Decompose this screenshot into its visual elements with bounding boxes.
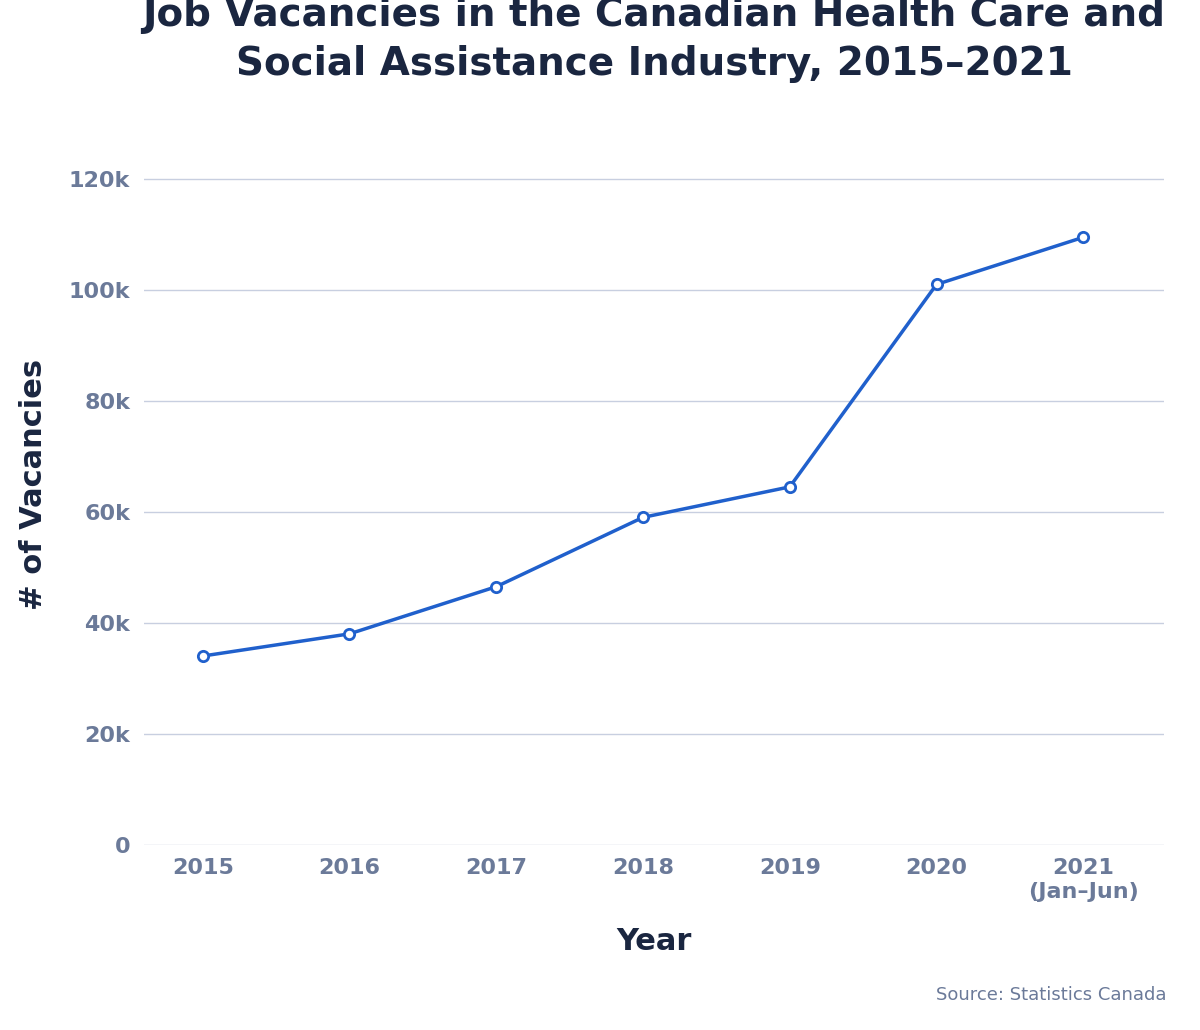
Title: Job Vacancies in the Canadian Health Care and
Social Assistance Industry, 2015–2: Job Vacancies in the Canadian Health Car… — [143, 0, 1165, 83]
Point — [193, 648, 212, 664]
Y-axis label: # of Vacancies: # of Vacancies — [19, 358, 48, 610]
Point — [487, 579, 506, 595]
Text: Source: Statistics Canada: Source: Statistics Canada — [936, 987, 1166, 1004]
Point — [340, 625, 359, 642]
Point — [926, 276, 946, 293]
Point — [634, 509, 653, 525]
X-axis label: Year: Year — [617, 927, 691, 956]
Point — [1074, 229, 1093, 245]
Point — [780, 479, 799, 495]
